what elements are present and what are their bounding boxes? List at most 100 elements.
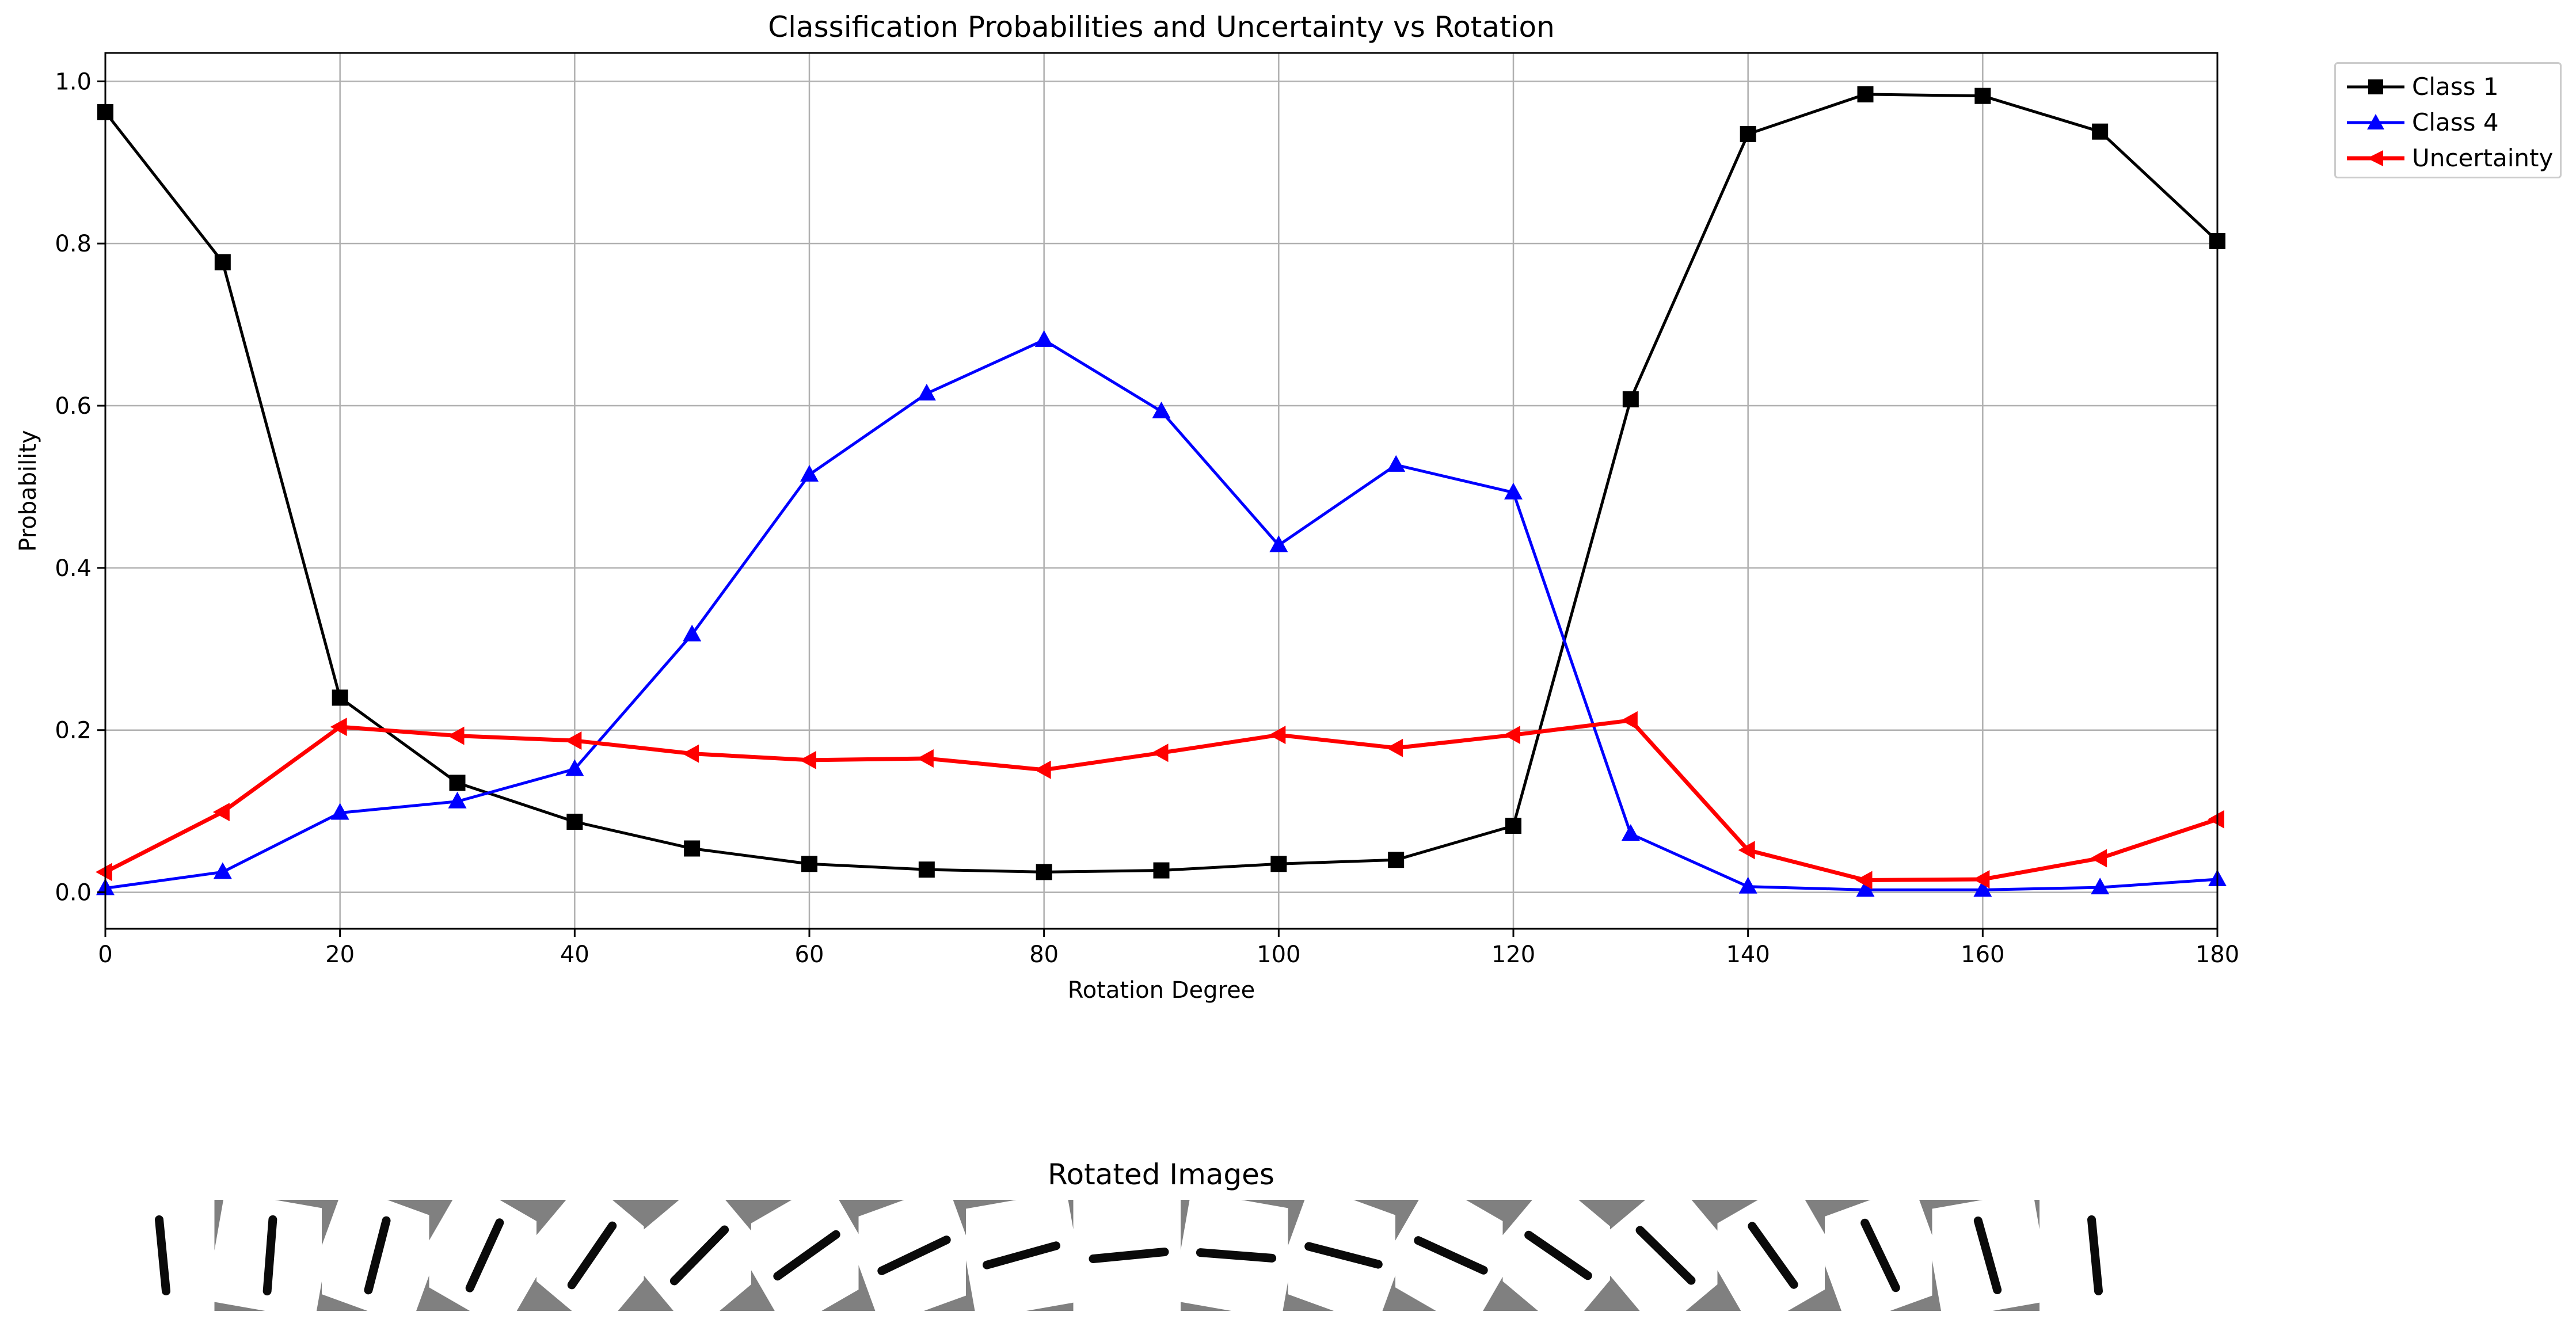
digit-stroke xyxy=(1860,1218,1900,1292)
data-point-class-4 xyxy=(565,759,584,776)
data-point-class-4 xyxy=(1738,876,1757,894)
data-point-uncertainty xyxy=(212,803,230,822)
data-point-class-1 xyxy=(449,775,466,791)
data-point-class-4 xyxy=(330,803,349,820)
data-point-uncertainty xyxy=(1620,711,1638,730)
y-tick-label: 0.6 xyxy=(55,393,92,420)
rotated-image-50 xyxy=(644,1200,755,1311)
data-point-uncertainty xyxy=(1269,726,1286,745)
x-tick-label: 20 xyxy=(325,941,355,968)
legend-swatch-class-1 xyxy=(2347,79,2404,94)
rotated-image-30 xyxy=(429,1200,541,1311)
data-point-class-1 xyxy=(1153,862,1170,879)
rotated-image-70 xyxy=(858,1200,970,1311)
data-point-class-4 xyxy=(800,464,819,482)
data-point-uncertainty xyxy=(447,726,465,745)
rotated-image-0 xyxy=(107,1200,218,1311)
digit-stroke xyxy=(1748,1222,1798,1289)
legend-label: Uncertainty xyxy=(2412,144,2554,172)
digit-stroke xyxy=(877,1236,951,1275)
rotated-image-20 xyxy=(322,1200,433,1311)
digit-stroke xyxy=(982,1241,1061,1269)
x-tick-label: 120 xyxy=(1491,941,1535,968)
legend-swatch-uncertainty xyxy=(2347,150,2404,166)
rotated-image-170 xyxy=(1932,1200,2044,1311)
rotated-image-150 xyxy=(1717,1200,1829,1311)
rotated-image-140 xyxy=(1610,1200,1721,1311)
data-point-class-1 xyxy=(1270,856,1287,872)
x-tick-label: 180 xyxy=(2196,941,2239,968)
x-tick-label: 60 xyxy=(795,941,824,968)
x-tick-label: 140 xyxy=(1726,941,1770,968)
data-point-class-1 xyxy=(1740,125,1756,142)
data-point-class-4 xyxy=(1621,824,1640,841)
digit-stroke xyxy=(1524,1230,1592,1280)
data-point-class-1 xyxy=(1505,818,1521,834)
data-point-class-4 xyxy=(213,862,232,879)
data-point-uncertainty xyxy=(1855,871,1873,890)
x-tick-label: 80 xyxy=(1029,941,1059,968)
plot-frame xyxy=(104,52,2219,930)
images-title: Rotated Images xyxy=(1048,1158,1274,1191)
rotated-image-40 xyxy=(536,1200,648,1311)
data-point-uncertainty xyxy=(96,863,112,882)
legend-swatch-class-4 xyxy=(2347,114,2404,129)
data-point-class-1 xyxy=(1857,86,1874,102)
data-point-uncertainty xyxy=(2208,810,2224,829)
rotated-image-10 xyxy=(214,1200,326,1311)
x-tick-label: 100 xyxy=(1257,941,1300,968)
data-point-class-4 xyxy=(1973,880,1992,897)
digit-stroke xyxy=(1973,1216,2002,1295)
rotated-image-80 xyxy=(966,1200,1077,1311)
y-tick-label: 0.2 xyxy=(55,718,92,744)
data-point-class-4 xyxy=(683,624,702,642)
data-point-class-1 xyxy=(214,254,231,270)
x-tick-label: 160 xyxy=(1961,941,2004,968)
rotated-image-110 xyxy=(1288,1200,1399,1311)
y-axis-label: Probability xyxy=(15,430,41,551)
rotated-image-160 xyxy=(1825,1200,1936,1311)
rotated-image-100 xyxy=(1181,1200,1292,1311)
data-point-uncertainty xyxy=(565,731,582,750)
data-point-uncertainty xyxy=(2090,849,2107,868)
data-point-class-1 xyxy=(1388,852,1405,868)
data-point-class-1 xyxy=(918,861,935,878)
rotated-image-60 xyxy=(751,1200,862,1311)
y-tick-label: 0.4 xyxy=(55,555,92,582)
digit-stroke xyxy=(155,1215,170,1295)
digit-stroke xyxy=(1089,1248,1169,1263)
digit-stroke xyxy=(773,1230,840,1281)
data-point-class-4 xyxy=(1387,455,1406,472)
chart-title: Classification Probabilities and Uncerta… xyxy=(768,10,1555,44)
data-point-class-4 xyxy=(1152,401,1171,418)
data-point-class-1 xyxy=(2092,123,2109,140)
data-point-uncertainty xyxy=(330,718,347,737)
data-point-class-4 xyxy=(1034,330,1053,347)
rotated-image-130 xyxy=(1502,1200,1614,1311)
data-point-uncertainty xyxy=(1504,726,1520,745)
data-point-uncertainty xyxy=(1151,743,1169,762)
data-point-class-1 xyxy=(332,689,348,706)
legend-item-class-4: Class 4 xyxy=(2336,105,2560,140)
digit-stroke xyxy=(1196,1248,1277,1263)
digit-stroke xyxy=(1414,1236,1488,1275)
data-point-uncertainty xyxy=(1738,841,1755,860)
data-point-class-1 xyxy=(566,813,583,830)
data-point-class-1 xyxy=(684,840,701,857)
data-point-uncertainty xyxy=(1973,870,1990,889)
data-point-class-4 xyxy=(2091,878,2110,895)
x-tick-label: 40 xyxy=(560,941,589,968)
legend-label: Class 4 xyxy=(2412,108,2499,136)
legend-label: Class 1 xyxy=(2412,73,2499,101)
legend-item-class-1: Class 1 xyxy=(2336,70,2560,104)
digit-stroke xyxy=(1635,1226,1696,1285)
data-point-class-4 xyxy=(1269,535,1288,552)
y-tick-label: 0.8 xyxy=(55,231,92,257)
data-point-uncertainty xyxy=(682,744,699,763)
data-point-class-1 xyxy=(1036,864,1052,880)
digit-stroke xyxy=(364,1216,391,1295)
data-point-class-4 xyxy=(917,383,936,401)
